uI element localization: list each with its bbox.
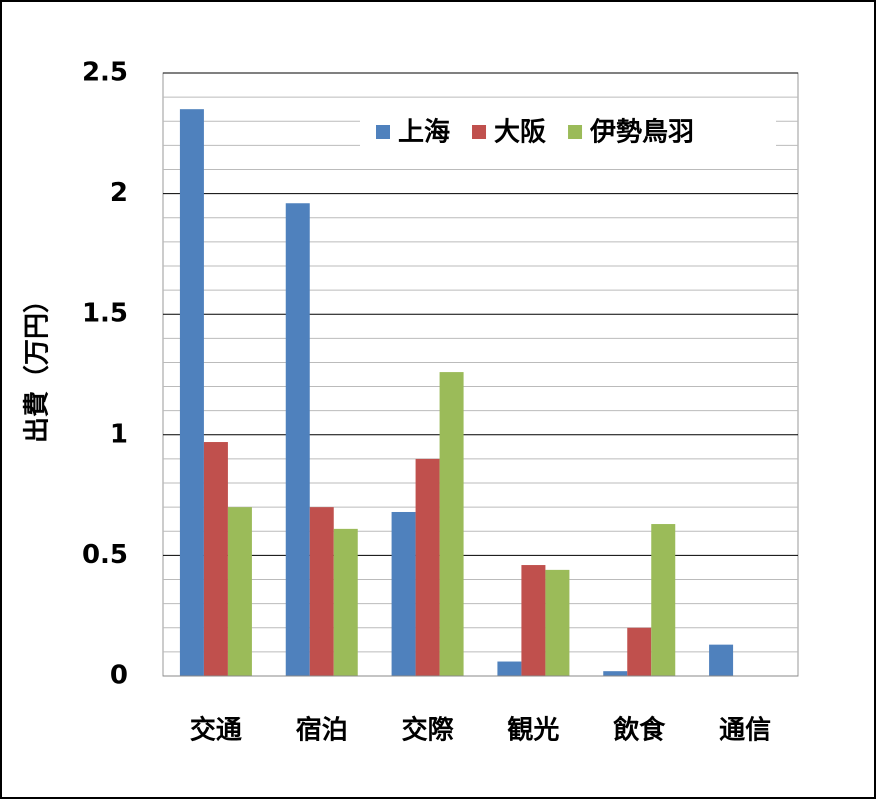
legend-swatch xyxy=(568,125,583,139)
bar xyxy=(627,627,652,676)
bar xyxy=(391,511,416,676)
y-tick-label: 0.5 xyxy=(82,540,128,570)
bar xyxy=(309,507,334,676)
y-tick-label: 0 xyxy=(110,661,128,691)
bar xyxy=(179,109,204,677)
y-tick-label: 2.5 xyxy=(82,58,128,88)
y-tick-label: 1.5 xyxy=(82,299,128,329)
legend-swatch xyxy=(472,125,487,139)
bar xyxy=(651,524,676,676)
x-tick-label: 通信 xyxy=(719,716,771,746)
x-tick-label: 交通 xyxy=(190,715,242,746)
bar xyxy=(333,528,358,676)
legend-label: 上海 xyxy=(398,118,450,148)
x-tick-label: 飲食 xyxy=(612,715,666,746)
y-tick-label: 2 xyxy=(110,178,128,208)
legend-label: 伊勢鳥羽 xyxy=(589,118,694,148)
y-tick-label: 1 xyxy=(110,419,128,449)
x-tick-label: 宿泊 xyxy=(296,715,348,746)
bar xyxy=(415,458,440,676)
legend-swatch xyxy=(376,125,390,139)
legend-label: 大阪 xyxy=(494,118,546,148)
bar xyxy=(709,644,734,676)
bar xyxy=(439,372,464,676)
legend-box xyxy=(360,112,776,152)
y-axis-label: 出費（万円） xyxy=(23,287,53,443)
bar xyxy=(203,442,228,676)
x-tick-label: 観光 xyxy=(507,715,559,746)
bar xyxy=(497,661,522,676)
x-tick-label: 交際 xyxy=(402,715,454,746)
bar xyxy=(227,507,252,676)
bar xyxy=(521,565,546,676)
bar xyxy=(603,671,628,676)
plot-area xyxy=(162,72,799,677)
bar xyxy=(285,203,310,677)
bar xyxy=(545,569,570,676)
